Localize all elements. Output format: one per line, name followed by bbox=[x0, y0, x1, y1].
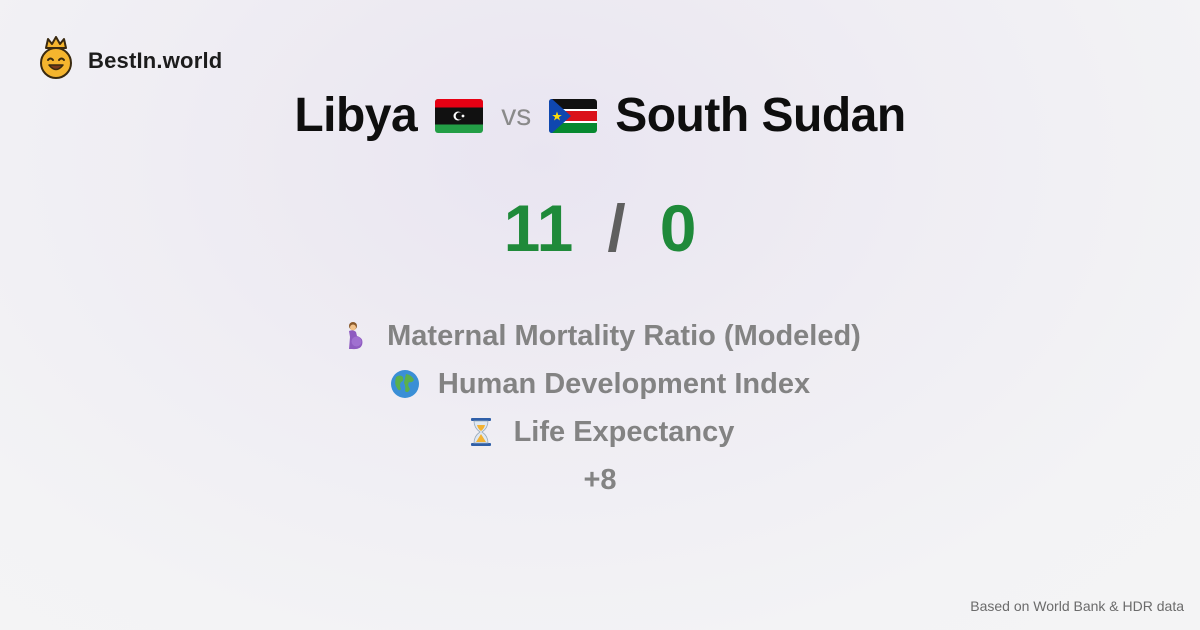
metric-item[interactable]: Maternal Mortality Ratio (Modeled) bbox=[339, 312, 861, 360]
brand-name: BestIn.world bbox=[88, 47, 223, 73]
vs-label: vs bbox=[501, 98, 532, 132]
libya-flag-icon bbox=[435, 98, 484, 133]
score-b: 0 bbox=[659, 191, 697, 265]
country-a-name: Libya bbox=[294, 89, 418, 142]
score: 11 / 0 bbox=[0, 190, 1200, 266]
metric-label: Life Expectancy bbox=[513, 415, 735, 448]
metric-item[interactable]: Life Expectancy bbox=[466, 408, 735, 456]
more-metrics-count[interactable]: +8 bbox=[583, 463, 617, 496]
score-a: 11 bbox=[503, 191, 574, 265]
hourglass-icon bbox=[466, 417, 496, 447]
globe-icon bbox=[390, 369, 420, 399]
metric-label: Human Development Index bbox=[437, 367, 811, 400]
country-b-name: South Sudan bbox=[615, 89, 906, 142]
data-source-note: Based on World Bank & HDR data bbox=[970, 598, 1184, 614]
metrics-list: Maternal Mortality Ratio (Modeled) Human… bbox=[0, 312, 1200, 504]
south-sudan-flag-icon bbox=[549, 98, 598, 133]
metric-item[interactable]: Human Development Index bbox=[390, 360, 810, 408]
metric-label: Maternal Mortality Ratio (Modeled) bbox=[387, 319, 861, 352]
crowned-smiley-icon bbox=[38, 36, 74, 85]
brand[interactable]: BestIn.world bbox=[38, 36, 222, 85]
score-separator: / bbox=[607, 191, 626, 265]
pregnant-woman-icon bbox=[339, 321, 369, 351]
comparison-title: Libya vs South Sudan bbox=[0, 88, 1200, 143]
